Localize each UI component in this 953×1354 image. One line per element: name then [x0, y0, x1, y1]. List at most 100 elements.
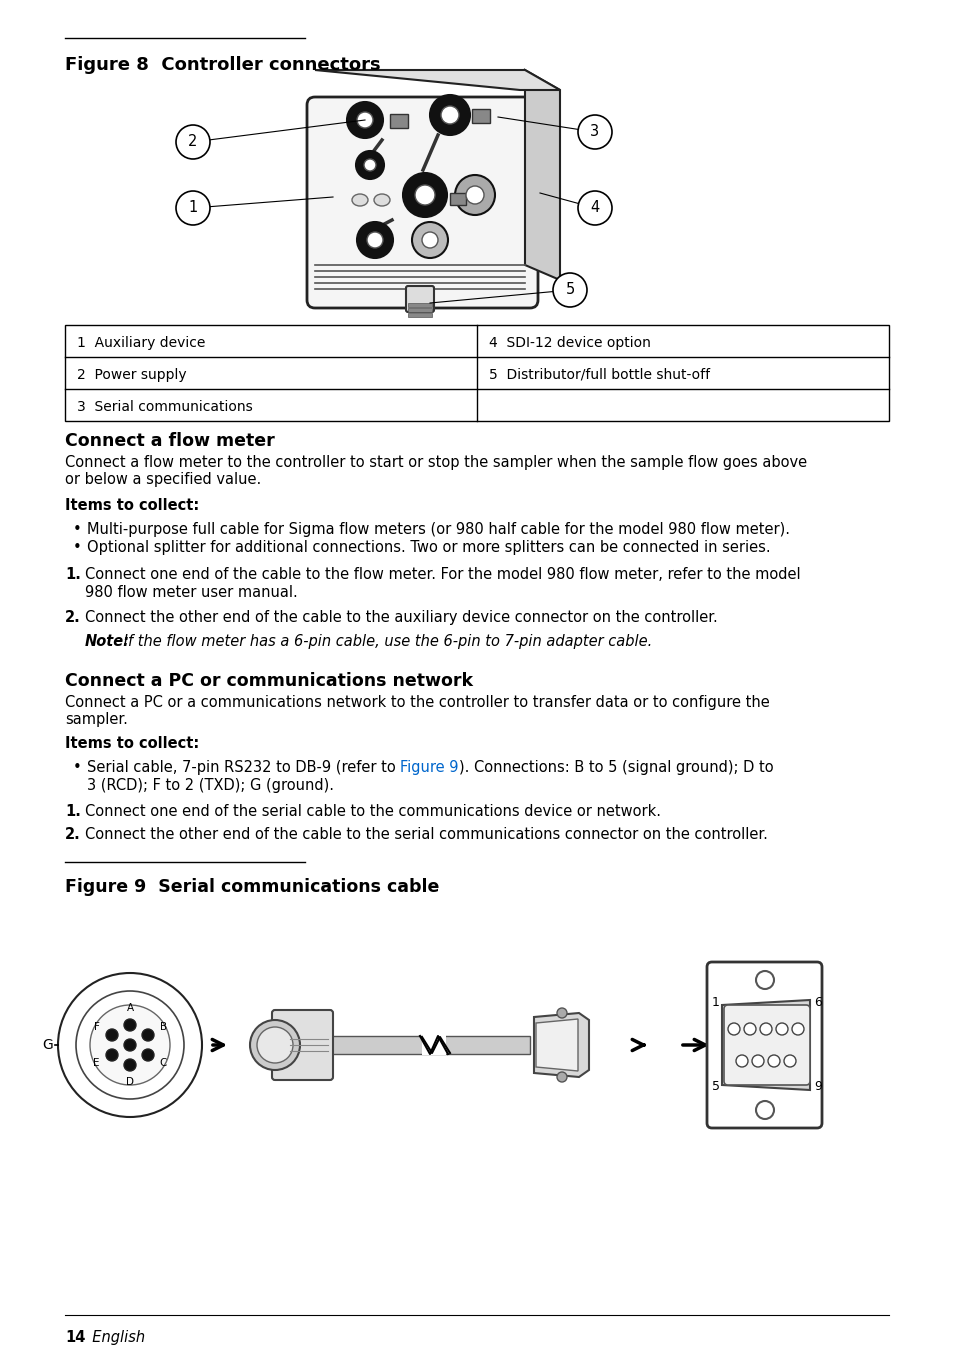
Circle shape	[124, 1039, 136, 1051]
Circle shape	[355, 152, 384, 179]
Polygon shape	[524, 70, 559, 280]
Circle shape	[367, 232, 382, 248]
Circle shape	[743, 1024, 755, 1034]
Bar	[408, 303, 432, 307]
Text: sampler.: sampler.	[65, 712, 128, 727]
FancyBboxPatch shape	[406, 286, 434, 311]
Text: 2: 2	[188, 134, 197, 149]
Text: Connect a flow meter to the controller to start or stop the sampler when the sam: Connect a flow meter to the controller t…	[65, 455, 806, 470]
Text: or below a specified value.: or below a specified value.	[65, 473, 261, 487]
Circle shape	[142, 1029, 153, 1041]
Text: Items to collect:: Items to collect:	[65, 737, 199, 751]
Text: Connect the other end of the cable to the auxiliary device connector on the cont: Connect the other end of the cable to th…	[85, 611, 717, 626]
Circle shape	[751, 1055, 763, 1067]
Text: Connect a PC or communications network: Connect a PC or communications network	[65, 672, 473, 691]
Text: Multi-purpose full cable for Sigma flow meters (or 980 half cable for the model : Multi-purpose full cable for Sigma flow …	[87, 523, 789, 538]
Text: 6: 6	[813, 997, 821, 1010]
Text: 2.: 2.	[65, 611, 81, 626]
FancyBboxPatch shape	[272, 1010, 333, 1080]
Polygon shape	[536, 1020, 578, 1071]
Ellipse shape	[374, 194, 390, 206]
Circle shape	[430, 95, 470, 135]
Text: 980 flow meter user manual.: 980 flow meter user manual.	[85, 585, 297, 600]
Circle shape	[767, 1055, 780, 1067]
Text: A: A	[127, 1003, 133, 1013]
Text: 1  Auxiliary device: 1 Auxiliary device	[77, 336, 205, 349]
Bar	[421, 1033, 446, 1055]
Text: B: B	[159, 1021, 167, 1032]
Circle shape	[553, 274, 586, 307]
Text: If the flow meter has a 6-pin cable, use the 6-pin to 7-pin adapter cable.: If the flow meter has a 6-pin cable, use…	[119, 634, 652, 649]
Text: Serial cable, 7-pin RS232 to DB-9 (refer to: Serial cable, 7-pin RS232 to DB-9 (refer…	[87, 760, 400, 774]
Text: 2  Power supply: 2 Power supply	[77, 368, 187, 382]
Circle shape	[175, 191, 210, 225]
Text: Connect one end of the cable to the flow meter. For the model 980 flow meter, re: Connect one end of the cable to the flow…	[85, 567, 800, 582]
Polygon shape	[534, 1013, 588, 1076]
Text: 2.: 2.	[65, 827, 81, 842]
Text: •: •	[73, 760, 82, 774]
Circle shape	[106, 1029, 118, 1041]
Circle shape	[402, 173, 447, 217]
Text: ). Connections: B to 5 (signal ground); D to: ). Connections: B to 5 (signal ground); …	[458, 760, 773, 774]
Text: English: English	[83, 1330, 145, 1345]
Circle shape	[356, 112, 373, 129]
Text: 9: 9	[813, 1080, 821, 1094]
Circle shape	[455, 175, 495, 215]
Circle shape	[578, 191, 612, 225]
Circle shape	[415, 185, 435, 204]
Polygon shape	[721, 1001, 809, 1090]
Polygon shape	[314, 70, 559, 89]
Ellipse shape	[352, 194, 368, 206]
FancyBboxPatch shape	[706, 961, 821, 1128]
Text: 3 (RCD); F to 2 (TXD); G (ground).: 3 (RCD); F to 2 (TXD); G (ground).	[87, 779, 334, 793]
Circle shape	[755, 971, 773, 988]
Circle shape	[90, 1005, 170, 1085]
Bar	[450, 194, 465, 204]
Text: 1.: 1.	[65, 567, 81, 582]
Text: D: D	[126, 1076, 133, 1087]
Bar	[408, 307, 432, 311]
Circle shape	[124, 1059, 136, 1071]
Text: 1: 1	[188, 200, 197, 215]
Text: Connect one end of the serial cable to the communications device or network.: Connect one end of the serial cable to t…	[85, 804, 660, 819]
Text: 1.: 1.	[65, 804, 81, 819]
Bar	[390, 114, 408, 129]
Circle shape	[775, 1024, 787, 1034]
Circle shape	[791, 1024, 803, 1034]
Circle shape	[124, 1020, 136, 1030]
Circle shape	[735, 1055, 747, 1067]
Circle shape	[440, 106, 458, 125]
Text: Figure 9  Serial communications cable: Figure 9 Serial communications cable	[65, 877, 439, 896]
Text: G: G	[43, 1039, 53, 1052]
Text: 4  SDI-12 device option: 4 SDI-12 device option	[489, 336, 650, 349]
FancyBboxPatch shape	[307, 97, 537, 307]
Circle shape	[175, 125, 210, 158]
Circle shape	[364, 158, 375, 171]
Bar	[65, 325, 888, 421]
Text: Optional splitter for additional connections. Two or more splitters can be conne: Optional splitter for additional connect…	[87, 540, 770, 555]
Text: Connect a PC or a communications network to the controller to transfer data or t: Connect a PC or a communications network…	[65, 695, 769, 709]
Circle shape	[142, 1049, 153, 1062]
Text: Note:: Note:	[85, 634, 130, 649]
Circle shape	[578, 115, 612, 149]
Circle shape	[356, 222, 393, 259]
Bar	[472, 110, 490, 123]
Circle shape	[421, 232, 437, 248]
Bar	[330, 1036, 530, 1053]
Text: Connect the other end of the cable to the serial communications connector on the: Connect the other end of the cable to th…	[85, 827, 767, 842]
FancyBboxPatch shape	[723, 1005, 809, 1085]
Circle shape	[412, 222, 448, 259]
Text: Connect a flow meter: Connect a flow meter	[65, 432, 274, 450]
Circle shape	[106, 1049, 118, 1062]
Text: 4: 4	[590, 200, 599, 215]
Text: F: F	[93, 1021, 99, 1032]
Circle shape	[760, 1024, 771, 1034]
Circle shape	[76, 991, 184, 1099]
Text: E: E	[93, 1059, 100, 1068]
Text: Figure 8  Controller connectors: Figure 8 Controller connectors	[65, 56, 380, 74]
Text: Figure 9: Figure 9	[400, 760, 458, 774]
Text: 5  Distributor/full bottle shut-off: 5 Distributor/full bottle shut-off	[489, 368, 709, 382]
Text: 5: 5	[565, 283, 574, 298]
Circle shape	[58, 974, 202, 1117]
Text: C: C	[159, 1059, 167, 1068]
